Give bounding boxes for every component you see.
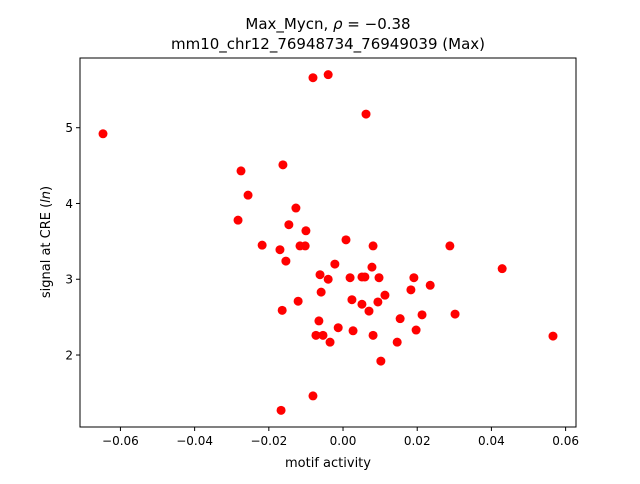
data-point xyxy=(276,405,286,415)
data-point xyxy=(411,325,421,335)
chart-title-line1: Max_Mycn, ρ = −0.38 xyxy=(245,15,410,34)
data-point xyxy=(293,296,303,306)
data-point xyxy=(361,109,371,119)
data-point xyxy=(330,259,340,269)
data-point xyxy=(315,270,325,280)
data-point xyxy=(277,305,287,315)
data-point xyxy=(281,256,291,266)
y-tick-label: 5 xyxy=(65,121,73,135)
y-axis: 2 3 4 5 xyxy=(65,121,80,363)
data-point xyxy=(548,331,558,341)
data-point xyxy=(373,297,383,307)
data-point xyxy=(98,129,108,139)
data-point xyxy=(257,240,267,250)
x-tick-label: 0.02 xyxy=(404,434,431,448)
data-point xyxy=(316,287,326,297)
x-tick-label: 0.00 xyxy=(330,434,357,448)
data-point xyxy=(278,160,288,170)
data-point xyxy=(395,314,405,324)
data-point xyxy=(347,295,357,305)
data-point xyxy=(417,310,427,320)
x-tick-label: −0.02 xyxy=(250,434,287,448)
data-point xyxy=(284,220,294,230)
y-tick-label: 3 xyxy=(65,273,73,287)
data-point xyxy=(341,235,351,245)
data-point xyxy=(367,262,377,272)
data-point xyxy=(445,241,455,251)
data-point xyxy=(374,273,384,283)
data-point xyxy=(323,274,333,284)
data-point xyxy=(364,306,374,316)
data-point xyxy=(450,309,460,319)
data-point xyxy=(392,337,402,347)
data-point xyxy=(409,273,419,283)
data-point xyxy=(497,264,507,274)
x-axis: −0.06 −0.04 −0.02 0.00 0.02 0.04 0.06 xyxy=(102,427,579,448)
plot-frame xyxy=(79,57,577,428)
data-point xyxy=(301,226,311,236)
y-tick-label: 2 xyxy=(65,349,73,363)
chart-title-line2: mm10_chr12_76948734_76949039 (Max) xyxy=(171,35,485,54)
x-axis-label: motif activity xyxy=(285,456,371,471)
data-point xyxy=(357,299,367,309)
data-point xyxy=(406,285,416,295)
data-point xyxy=(376,356,386,366)
x-tick-label: −0.04 xyxy=(176,434,213,448)
data-point xyxy=(318,330,328,340)
data-point xyxy=(243,190,253,200)
data-point xyxy=(348,326,358,336)
points-layer xyxy=(98,70,558,415)
data-point xyxy=(360,272,370,282)
x-tick-label: −0.06 xyxy=(102,434,139,448)
data-point xyxy=(368,241,378,251)
data-point xyxy=(380,290,390,300)
data-point xyxy=(236,166,246,176)
data-point xyxy=(323,70,333,80)
y-axis-label: signal at CRE (ln) xyxy=(39,186,54,298)
data-point xyxy=(275,245,285,255)
data-point xyxy=(425,280,435,290)
data-point xyxy=(308,391,318,401)
data-point xyxy=(345,273,355,283)
data-point xyxy=(333,323,343,333)
data-point xyxy=(325,337,335,347)
x-tick-label: 0.04 xyxy=(478,434,505,448)
data-point xyxy=(233,215,243,225)
data-point xyxy=(311,330,321,340)
y-tick-label: 4 xyxy=(65,197,73,211)
data-point xyxy=(308,73,318,83)
data-point xyxy=(291,203,301,213)
x-tick-label: 0.06 xyxy=(552,434,579,448)
data-point xyxy=(314,316,324,326)
data-point xyxy=(300,241,310,251)
data-point xyxy=(368,330,378,340)
